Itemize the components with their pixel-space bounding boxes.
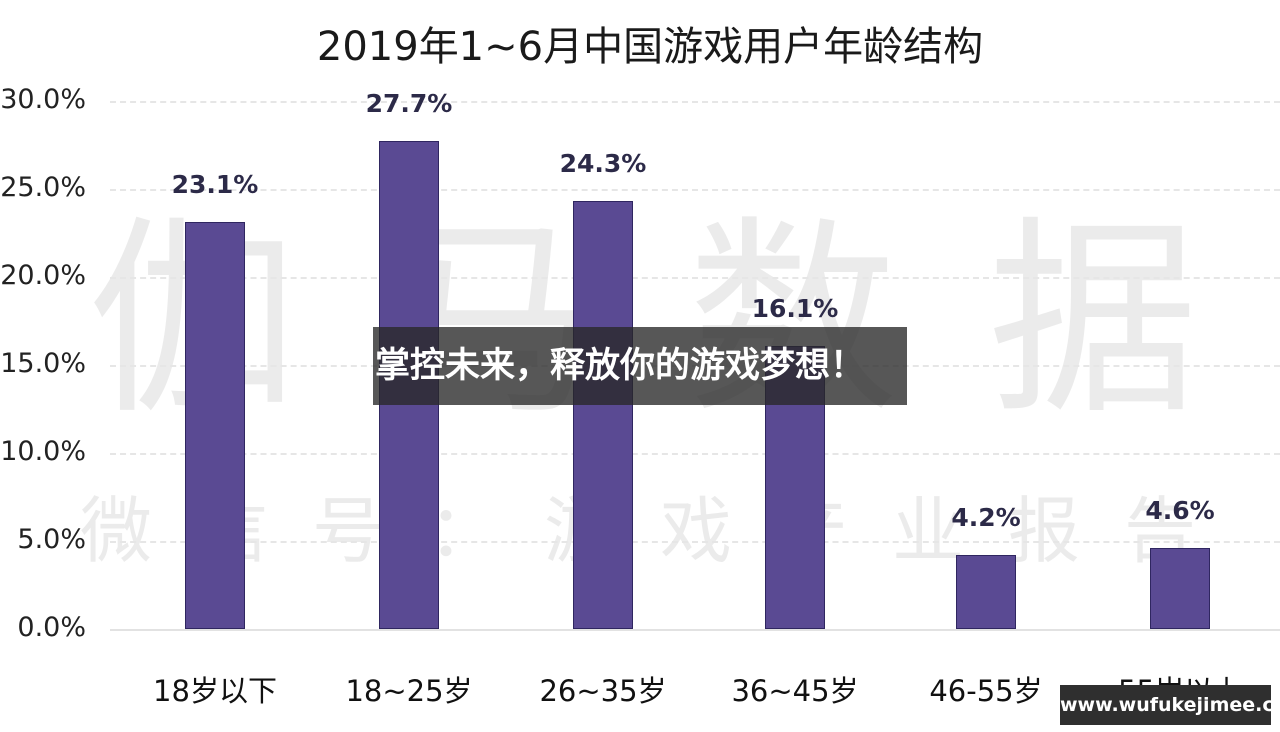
- y-tick-label: 25.0%: [0, 172, 86, 203]
- y-tick-label: 15.0%: [0, 348, 86, 379]
- y-tick-label: 10.0%: [0, 436, 86, 467]
- x-axis-line: [110, 629, 1280, 631]
- bar: [573, 201, 633, 629]
- y-tick-label: 0.0%: [17, 612, 86, 643]
- x-tick-label: 36~45岁: [731, 674, 859, 708]
- bar: [185, 222, 245, 629]
- chart-title: 2019年1~6月中国游戏用户年龄结构: [316, 24, 984, 70]
- bar-value-label: 24.3%: [559, 149, 647, 179]
- bar-value-label: 4.6%: [1145, 496, 1215, 526]
- bar-value-label: 4.2%: [951, 503, 1021, 533]
- bar-value-label: 27.7%: [365, 89, 453, 119]
- gridline: [110, 541, 1280, 543]
- bar: [1150, 548, 1210, 629]
- x-tick-label: 46-55岁: [929, 674, 1043, 708]
- x-tick-label: 18岁以下: [153, 674, 277, 708]
- bar-value-label: 23.1%: [171, 170, 259, 200]
- y-tick-label: 30.0%: [0, 84, 86, 115]
- x-tick-label: 18~25岁: [345, 674, 473, 708]
- y-tick-label: 20.0%: [0, 260, 86, 291]
- gridline: [110, 453, 1280, 455]
- bar-value-label: 16.1%: [751, 293, 839, 323]
- y-tick-label: 5.0%: [17, 524, 86, 555]
- promo-banner: 掌控未来，释放你的游戏梦想！: [373, 327, 907, 405]
- gridline: [110, 189, 1280, 191]
- bar: [956, 555, 1016, 629]
- gridline: [110, 101, 1280, 103]
- gridline: [110, 277, 1280, 279]
- site-url-badge[interactable]: www.wufukejimee.com: [1060, 685, 1280, 725]
- x-tick-label: 26~35岁: [539, 674, 667, 708]
